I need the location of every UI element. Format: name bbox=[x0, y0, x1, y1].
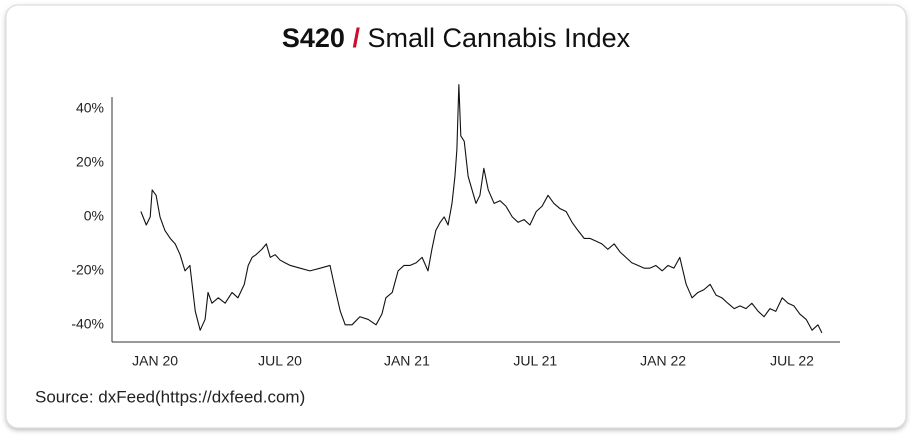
x-tick-label: JAN 20 bbox=[132, 353, 178, 369]
index-line bbox=[140, 84, 823, 334]
chart-title: S420 / Small Cannabis Index bbox=[282, 23, 631, 53]
x-tick-label: JUL 21 bbox=[513, 353, 557, 369]
y-tick-label: 40% bbox=[76, 100, 104, 116]
x-tick-label: JAN 22 bbox=[640, 353, 686, 369]
title-ticker: S420 bbox=[282, 23, 345, 53]
y-tick-label: -20% bbox=[71, 262, 104, 278]
card bbox=[5, 4, 907, 429]
x-tick-label: JUL 22 bbox=[770, 353, 814, 369]
source-note: Source: dxFeed(https://dxfeed.com) bbox=[35, 387, 305, 406]
title-separator: / bbox=[352, 23, 360, 53]
y-tick-label: -40% bbox=[71, 316, 104, 332]
y-tick-label: 20% bbox=[76, 154, 104, 170]
x-tick-label: JAN 21 bbox=[384, 353, 430, 369]
y-tick-label: 0% bbox=[84, 208, 104, 224]
title-name: Small Cannabis Index bbox=[367, 23, 630, 53]
x-tick-label: JUL 20 bbox=[258, 353, 302, 369]
